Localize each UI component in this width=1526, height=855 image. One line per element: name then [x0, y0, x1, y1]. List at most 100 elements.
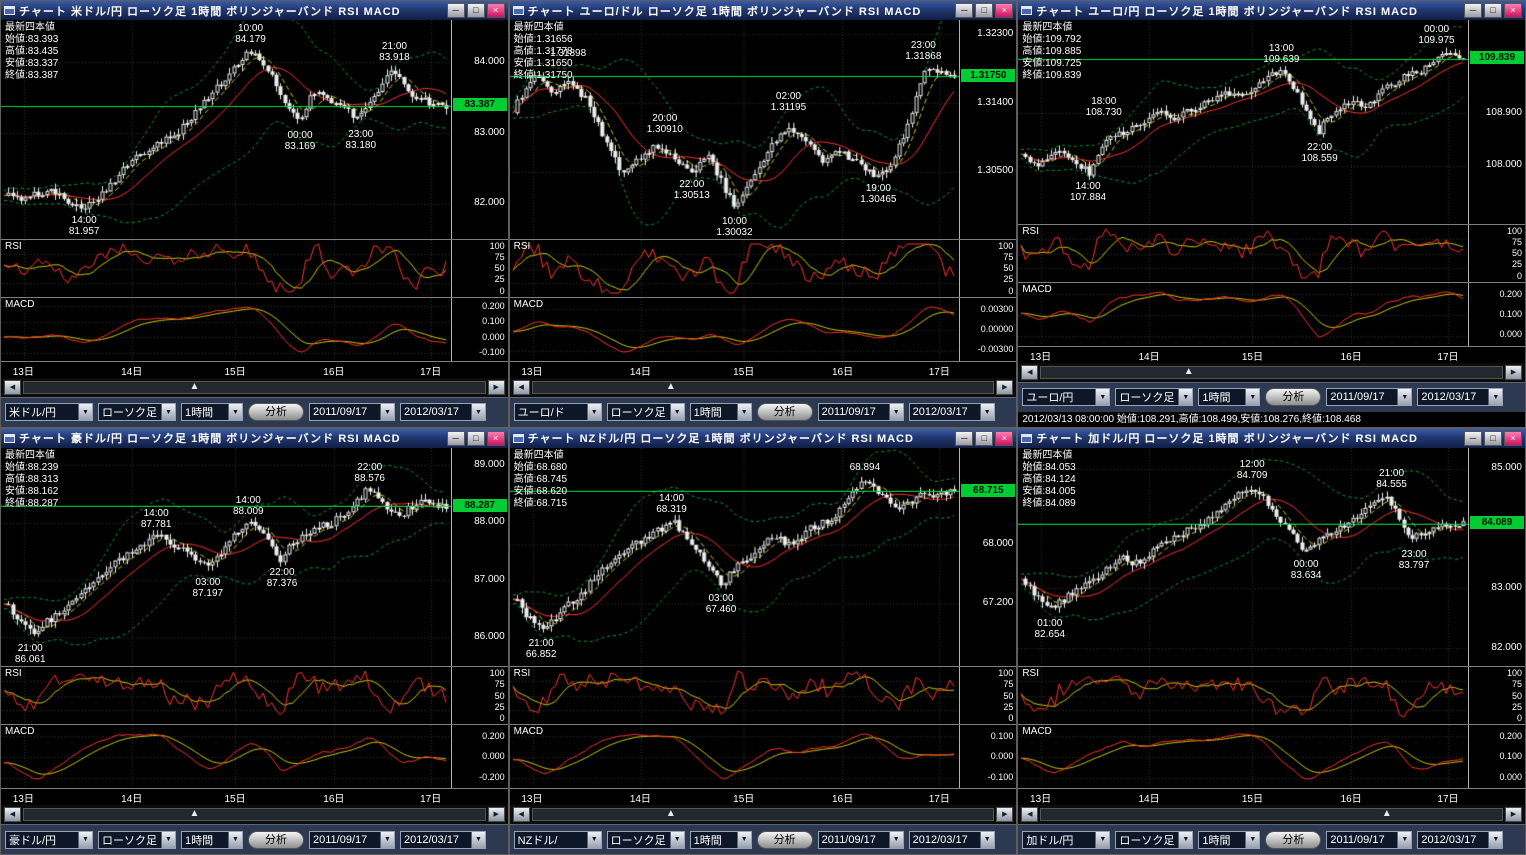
- price-chart-canvas[interactable]: [509, 20, 960, 239]
- dropdown-arrow-icon[interactable]: ▼: [1488, 831, 1503, 848]
- analyze-button[interactable]: 分析: [756, 403, 813, 421]
- rsi-canvas[interactable]: [1018, 224, 1468, 282]
- price-chart-canvas[interactable]: [1018, 20, 1468, 224]
- dropdown-arrow-icon[interactable]: ▼: [1397, 831, 1412, 848]
- date-from-field[interactable]: 2011/09/17 ▼: [817, 403, 904, 421]
- dropdown-arrow-icon[interactable]: ▼: [979, 831, 994, 848]
- dropdown-arrow-icon[interactable]: ▼: [1397, 389, 1412, 405]
- macd-canvas[interactable]: [1, 297, 451, 361]
- interval-select[interactable]: 1時間 ▼: [689, 403, 752, 421]
- scroll-track[interactable]: ▲: [23, 380, 486, 394]
- minimize-button[interactable]: ─: [1463, 3, 1482, 18]
- date-to-field[interactable]: 2012/03/17 ▼: [908, 403, 995, 421]
- close-button[interactable]: ×: [1503, 430, 1522, 446]
- date-to-field[interactable]: 2012/03/17 ▼: [400, 830, 486, 849]
- dropdown-arrow-icon[interactable]: ▼: [471, 404, 485, 420]
- macd-canvas[interactable]: [1018, 282, 1468, 346]
- scroll-track[interactable]: ▲: [531, 808, 995, 821]
- dropdown-arrow-icon[interactable]: ▼: [78, 404, 92, 420]
- maximize-button[interactable]: □: [1483, 430, 1502, 446]
- scroll-thumb[interactable]: ▲: [665, 380, 676, 392]
- scroll-right-button[interactable]: ▶: [996, 379, 1014, 395]
- price-chart-canvas[interactable]: [1, 20, 451, 239]
- dropdown-arrow-icon[interactable]: ▼: [1178, 831, 1193, 848]
- pair-select[interactable]: NZドル/ ▼: [513, 830, 602, 849]
- chart-type-select[interactable]: ローソク足 ▼: [1115, 830, 1194, 849]
- pair-select[interactable]: 米ドル/円 ▼: [5, 403, 93, 421]
- dropdown-arrow-icon[interactable]: ▼: [1095, 389, 1110, 405]
- macd-canvas[interactable]: [1018, 725, 1468, 788]
- analyze-button[interactable]: 分析: [1265, 830, 1322, 849]
- dropdown-arrow-icon[interactable]: ▼: [888, 831, 903, 848]
- dropdown-arrow-icon[interactable]: ▼: [669, 831, 684, 848]
- scroll-track[interactable]: ▲: [1040, 365, 1503, 379]
- date-from-field[interactable]: 2011/09/17 ▼: [1326, 830, 1413, 849]
- minimize-button[interactable]: ─: [955, 3, 974, 18]
- close-button[interactable]: ×: [486, 3, 505, 18]
- analyze-button[interactable]: 分析: [248, 403, 304, 421]
- scroll-thumb[interactable]: ▲: [1381, 808, 1392, 819]
- scroll-track[interactable]: ▲: [23, 808, 486, 821]
- dropdown-arrow-icon[interactable]: ▼: [380, 831, 394, 848]
- chart-type-select[interactable]: ローソク足 ▼: [98, 830, 176, 849]
- maximize-button[interactable]: □: [1483, 3, 1502, 18]
- macd-canvas[interactable]: [509, 297, 960, 361]
- scroll-track[interactable]: ▲: [531, 380, 995, 394]
- dropdown-arrow-icon[interactable]: ▼: [669, 404, 684, 420]
- date-from-field[interactable]: 2011/09/17 ▼: [309, 830, 395, 849]
- dropdown-arrow-icon[interactable]: ▼: [979, 404, 994, 420]
- scroll-right-button[interactable]: ▶: [487, 379, 505, 395]
- macd-canvas[interactable]: [1, 725, 451, 788]
- close-button[interactable]: ×: [1503, 3, 1522, 18]
- scroll-right-button[interactable]: ▶: [996, 807, 1014, 822]
- pair-select[interactable]: 豪ドル/円 ▼: [5, 830, 93, 849]
- scroll-left-button[interactable]: ◀: [1021, 807, 1039, 822]
- dropdown-arrow-icon[interactable]: ▼: [471, 831, 485, 848]
- macd-canvas[interactable]: [509, 725, 960, 788]
- scroll-thumb[interactable]: ▲: [189, 380, 200, 392]
- chart-type-select[interactable]: ローソク足 ▼: [606, 403, 685, 421]
- interval-select[interactable]: 1時間 ▼: [689, 830, 752, 849]
- scroll-left-button[interactable]: ◀: [512, 379, 530, 395]
- close-button[interactable]: ×: [995, 3, 1014, 18]
- dropdown-arrow-icon[interactable]: ▼: [1245, 831, 1260, 848]
- dropdown-arrow-icon[interactable]: ▼: [736, 831, 751, 848]
- maximize-button[interactable]: □: [975, 430, 994, 446]
- dropdown-arrow-icon[interactable]: ▼: [888, 404, 903, 420]
- date-to-field[interactable]: 2012/03/17 ▼: [400, 403, 486, 421]
- dropdown-arrow-icon[interactable]: ▼: [228, 404, 242, 420]
- dropdown-arrow-icon[interactable]: ▼: [228, 831, 242, 848]
- scroll-thumb[interactable]: ▲: [1183, 365, 1194, 377]
- date-from-field[interactable]: 2011/09/17 ▼: [1326, 388, 1413, 406]
- scroll-right-button[interactable]: ▶: [487, 807, 505, 822]
- scroll-left-button[interactable]: ◀: [512, 807, 530, 822]
- dropdown-arrow-icon[interactable]: ▼: [1245, 389, 1260, 405]
- dropdown-arrow-icon[interactable]: ▼: [1488, 389, 1503, 405]
- dropdown-arrow-icon[interactable]: ▼: [1178, 389, 1193, 405]
- close-button[interactable]: ×: [486, 430, 505, 446]
- price-chart-canvas[interactable]: [1018, 447, 1468, 666]
- analyze-button[interactable]: 分析: [248, 830, 304, 849]
- dropdown-arrow-icon[interactable]: ▼: [161, 831, 175, 848]
- rsi-canvas[interactable]: [1, 667, 451, 724]
- dropdown-arrow-icon[interactable]: ▼: [161, 404, 175, 420]
- dropdown-arrow-icon[interactable]: ▼: [736, 404, 751, 420]
- rsi-canvas[interactable]: [1, 239, 451, 297]
- minimize-button[interactable]: ─: [1463, 430, 1482, 446]
- pair-select[interactable]: 加ドル/円 ▼: [1022, 830, 1111, 849]
- rsi-canvas[interactable]: [509, 239, 960, 297]
- close-button[interactable]: ×: [995, 430, 1014, 446]
- pair-select[interactable]: ユーロ/円 ▼: [1022, 388, 1111, 406]
- date-to-field[interactable]: 2012/03/17 ▼: [1417, 388, 1504, 406]
- interval-select[interactable]: 1時間 ▼: [1198, 388, 1261, 406]
- date-from-field[interactable]: 2011/09/17 ▼: [817, 830, 904, 849]
- date-to-field[interactable]: 2012/03/17 ▼: [908, 830, 995, 849]
- interval-select[interactable]: 1時間 ▼: [1198, 830, 1261, 849]
- interval-select[interactable]: 1時間 ▼: [181, 403, 243, 421]
- dropdown-arrow-icon[interactable]: ▼: [78, 831, 92, 848]
- scroll-thumb[interactable]: ▲: [665, 808, 676, 819]
- rsi-canvas[interactable]: [509, 667, 960, 724]
- minimize-button[interactable]: ─: [446, 430, 465, 446]
- minimize-button[interactable]: ─: [446, 3, 465, 18]
- scroll-left-button[interactable]: ◀: [4, 379, 21, 395]
